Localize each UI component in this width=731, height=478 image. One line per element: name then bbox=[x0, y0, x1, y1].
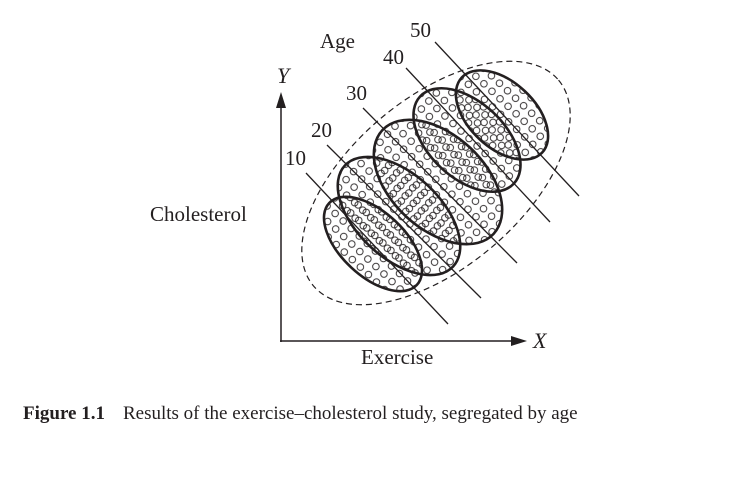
figure-number: Figure 1.1 bbox=[23, 403, 105, 424]
age-group-20-trend-line bbox=[326, 144, 482, 299]
x-axis-arrowhead bbox=[511, 336, 527, 346]
age-group-50-cluster bbox=[454, 69, 550, 161]
x-axis-label: Exercise bbox=[361, 345, 433, 369]
figure-caption: Figure 1.1 Results of the exercise–choles… bbox=[23, 403, 578, 425]
age-group-10-label: 10 bbox=[285, 146, 306, 170]
age-group-title: Age bbox=[320, 29, 355, 53]
age-group-40-trend-line bbox=[405, 67, 551, 223]
age-group-10-trend-line bbox=[305, 172, 449, 325]
overall-envelope bbox=[301, 60, 571, 306]
age-group-50-label: 50 bbox=[410, 18, 431, 42]
y-axis-label: Cholesterol bbox=[150, 202, 247, 226]
y-axis-symbol: Y bbox=[277, 63, 292, 88]
age-group-30-trend-line bbox=[362, 107, 518, 264]
age-group-20-label: 20 bbox=[311, 118, 332, 142]
x-axis-symbol: X bbox=[532, 328, 548, 353]
y-axis-arrowhead bbox=[276, 92, 286, 108]
figure-caption-text: Results of the exercise–cholesterol stud… bbox=[122, 403, 578, 424]
age-group-30-label: 30 bbox=[346, 81, 367, 105]
age-group-40-label: 40 bbox=[383, 45, 404, 69]
age-group-50-trend-line bbox=[434, 41, 580, 197]
